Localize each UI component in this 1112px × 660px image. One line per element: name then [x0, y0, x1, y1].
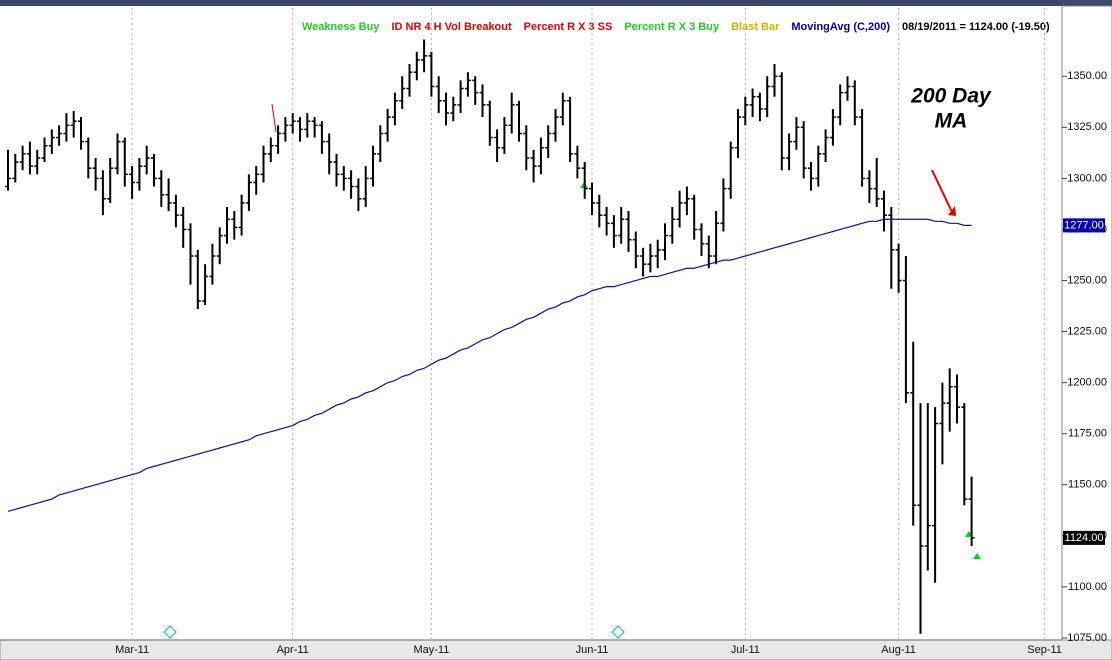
- title-strip: [0, 0, 1112, 6]
- time-axis: [0, 639, 1112, 660]
- marker: [973, 553, 981, 559]
- x-tick-label: Jun-11: [576, 644, 609, 656]
- y-tick-label: 1100.00: [1068, 581, 1107, 593]
- y-tick-label: 1150.00: [1068, 479, 1107, 491]
- x-tick-label: Sep-11: [1027, 644, 1062, 656]
- y-tick-label: 1325.00: [1067, 121, 1107, 133]
- x-tick-label: Jul-11: [731, 644, 760, 656]
- legend-entry: Percent R X 3 Buy: [624, 21, 720, 33]
- price-box: [1063, 218, 1105, 233]
- legend-entry: 08/19/2011 = 1124.00 (-19.50): [902, 21, 1050, 33]
- y-tick-label: 1175.00: [1068, 428, 1107, 440]
- annotation-arrow: [931, 169, 953, 213]
- y-tick-label: 1200.00: [1067, 377, 1107, 389]
- y-tick-label: 1075.00: [1067, 632, 1107, 644]
- marker: [611, 625, 625, 639]
- x-tick-label: Aug-11: [881, 644, 916, 656]
- y-tick-label: 1225.00: [1067, 325, 1107, 337]
- y-tick-label: 1250.00: [1067, 274, 1107, 286]
- legend-entry: Weakness Buy: [302, 21, 380, 33]
- moving-average: [7, 218, 972, 512]
- y-tick-label: 1300.00: [1067, 172, 1107, 184]
- x-tick-label: May-11: [413, 644, 449, 656]
- price-box-label: 1124.00: [1065, 532, 1104, 544]
- x-tick-label: Apr-11: [277, 644, 309, 656]
- marker: [271, 103, 277, 133]
- annotation: MA: [935, 110, 968, 133]
- legend-entry: MovingAvg (C,200): [791, 21, 890, 33]
- annotation: 200 Day: [910, 85, 992, 108]
- price-axis: [1061, 5, 1112, 641]
- legend-entry: Blast Bar: [731, 21, 780, 33]
- legend-entry: Percent R X 3 SS: [524, 21, 613, 33]
- price-box: [1063, 530, 1105, 545]
- legend-entry: ID NR 4 H Vol Breakout: [391, 21, 512, 33]
- price-bars: [5, 39, 975, 634]
- x-tick-label: Mar-11: [115, 644, 149, 656]
- arrow-head: [948, 206, 956, 216]
- price-box-label: 1277.00: [1064, 219, 1104, 231]
- marker: [163, 625, 177, 639]
- y-tick-label: 1350.00: [1067, 70, 1107, 82]
